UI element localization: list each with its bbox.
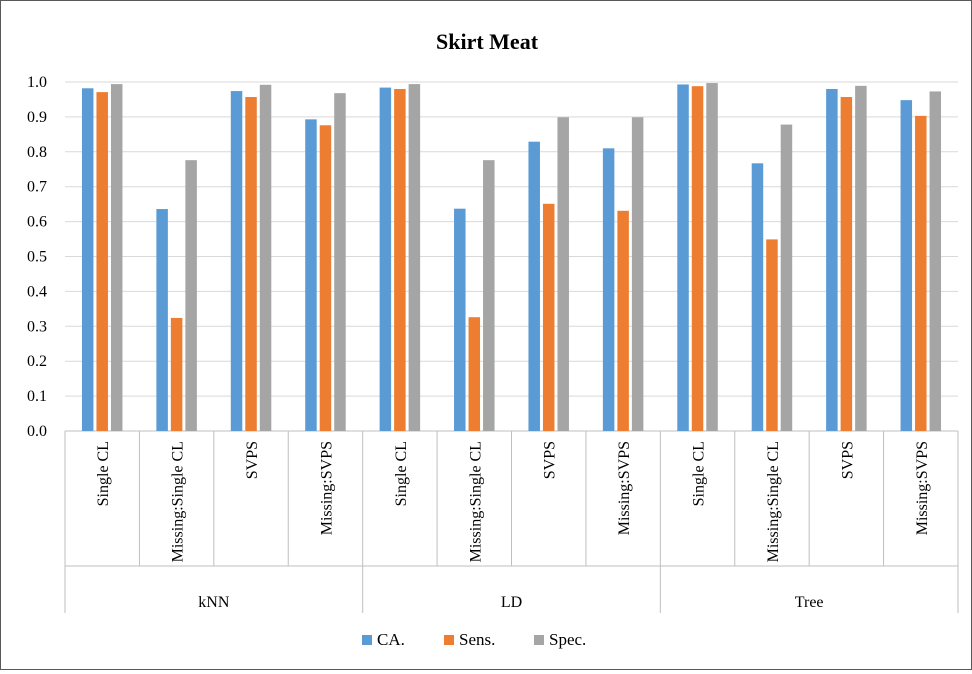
bar-sens bbox=[96, 92, 108, 431]
gridlines bbox=[65, 81, 958, 432]
bar-ca bbox=[826, 88, 838, 431]
x-category-label: Missing:Single CL bbox=[170, 441, 187, 562]
bar-ca bbox=[454, 208, 466, 431]
y-tick-label: 0.3 bbox=[27, 318, 47, 335]
legend-label: Sens. bbox=[459, 630, 495, 649]
bar-sens bbox=[394, 88, 406, 431]
bar-spec bbox=[259, 84, 272, 432]
bar-sens bbox=[617, 210, 629, 431]
y-tick-label: 0.4 bbox=[27, 283, 47, 300]
y-tick-label: 0.7 bbox=[27, 179, 47, 196]
y-tick-label: 0.2 bbox=[27, 353, 47, 370]
bar-sens bbox=[840, 97, 853, 431]
legend-label: Spec. bbox=[549, 630, 586, 649]
bar-ca bbox=[230, 91, 243, 431]
x-group-label: kNN bbox=[198, 594, 230, 611]
x-axis: Single CL Missing:Single CL SVPS Missing:SV… bbox=[64, 431, 959, 613]
y-tick-label: 0.0 bbox=[27, 423, 47, 440]
bar-ca bbox=[900, 100, 913, 431]
bar-sens bbox=[245, 97, 257, 431]
bar-sens bbox=[319, 125, 332, 431]
legend-swatch bbox=[444, 635, 454, 645]
bar-sens bbox=[915, 115, 927, 431]
x-group-label: Tree bbox=[795, 594, 824, 611]
legend: CA. Sens. Spec. bbox=[362, 630, 586, 649]
x-category-label: Missing:SVPS bbox=[914, 441, 931, 535]
bar-spec bbox=[483, 160, 495, 431]
bar-spec bbox=[557, 117, 569, 432]
x-category-label: Missing:Single CL bbox=[467, 441, 484, 562]
bar-ca bbox=[602, 148, 615, 431]
legend-swatch bbox=[362, 635, 372, 645]
y-tick-label: 0.5 bbox=[27, 249, 47, 266]
y-tick-label: 0.6 bbox=[27, 214, 47, 231]
bar-sens bbox=[170, 317, 183, 431]
y-tick-label: 1.0 bbox=[27, 74, 47, 91]
x-category-label: Missing:SVPS bbox=[616, 441, 633, 535]
bar-spec bbox=[855, 85, 867, 432]
bar-ca bbox=[751, 163, 764, 431]
x-group-label: LD bbox=[501, 594, 522, 611]
legend-label: CA. bbox=[377, 630, 405, 649]
x-category-label: Single CL bbox=[393, 441, 410, 506]
bar-ca bbox=[677, 84, 689, 432]
legend-swatch bbox=[534, 635, 544, 645]
bar-ca bbox=[156, 209, 168, 431]
bar-spec bbox=[631, 117, 644, 432]
y-axis-ticks: 0.0 0.1 0.2 0.3 0.4 0.5 0.6 0.7 0.8 0.9 1.0 bbox=[27, 74, 47, 440]
x-category-label: Missing:Single CL bbox=[765, 441, 782, 562]
x-category-label: SVPS bbox=[542, 441, 559, 479]
bars bbox=[81, 83, 942, 432]
bar-spec bbox=[110, 84, 123, 432]
bar-sens bbox=[468, 317, 481, 431]
bar-ca bbox=[379, 87, 392, 432]
bar-sens bbox=[691, 86, 704, 432]
bar-spec bbox=[929, 91, 942, 431]
bar-spec bbox=[185, 160, 197, 431]
bar-sens bbox=[766, 239, 778, 431]
bar-spec bbox=[780, 124, 793, 431]
bar-spec bbox=[408, 84, 421, 432]
y-tick-label: 0.9 bbox=[27, 109, 47, 126]
bar-ca bbox=[81, 88, 94, 432]
y-tick-label: 0.8 bbox=[27, 144, 47, 161]
x-category-label: SVPS bbox=[839, 441, 856, 479]
x-category-label: Single CL bbox=[691, 441, 708, 506]
bar-spec bbox=[334, 93, 346, 431]
bar-spec bbox=[706, 83, 718, 431]
x-category-label: Missing:SVPS bbox=[318, 441, 335, 535]
bar-sens bbox=[542, 203, 555, 431]
x-category-label: Single CL bbox=[95, 441, 112, 506]
x-category-label: SVPS bbox=[244, 441, 261, 479]
bar-ca bbox=[305, 119, 317, 431]
y-tick-label: 0.1 bbox=[27, 388, 47, 405]
chart-title: Skirt Meat bbox=[436, 29, 539, 54]
bar-ca bbox=[528, 141, 540, 431]
